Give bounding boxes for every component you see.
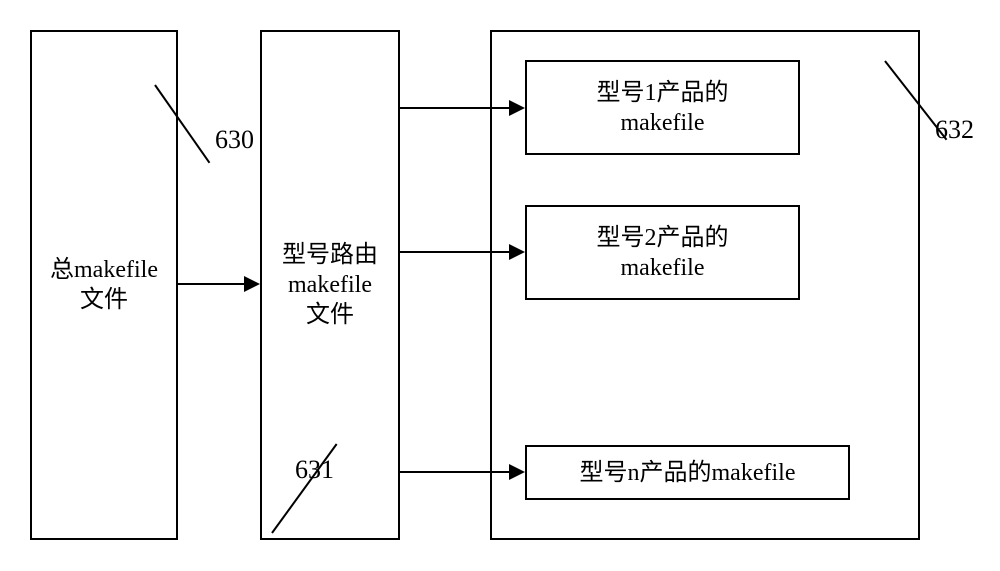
router-makefile-label: 型号路由 makefile 文件	[282, 240, 378, 330]
product1-label: 型号1产品的 makefile	[597, 78, 729, 138]
productn-box: 型号n产品的makefile	[525, 445, 850, 500]
main-makefile-box: 总makefile 文件	[30, 30, 178, 540]
productn-label: 型号n产品的makefile	[580, 458, 796, 488]
callout-631-text: 631	[295, 455, 334, 485]
product2-box: 型号2产品的 makefile	[525, 205, 800, 300]
callout-632-text: 632	[935, 115, 974, 145]
product1-box: 型号1产品的 makefile	[525, 60, 800, 155]
callout-630-text: 630	[215, 125, 254, 155]
main-makefile-label: 总makefile 文件	[50, 255, 158, 315]
product2-label: 型号2产品的 makefile	[597, 223, 729, 283]
